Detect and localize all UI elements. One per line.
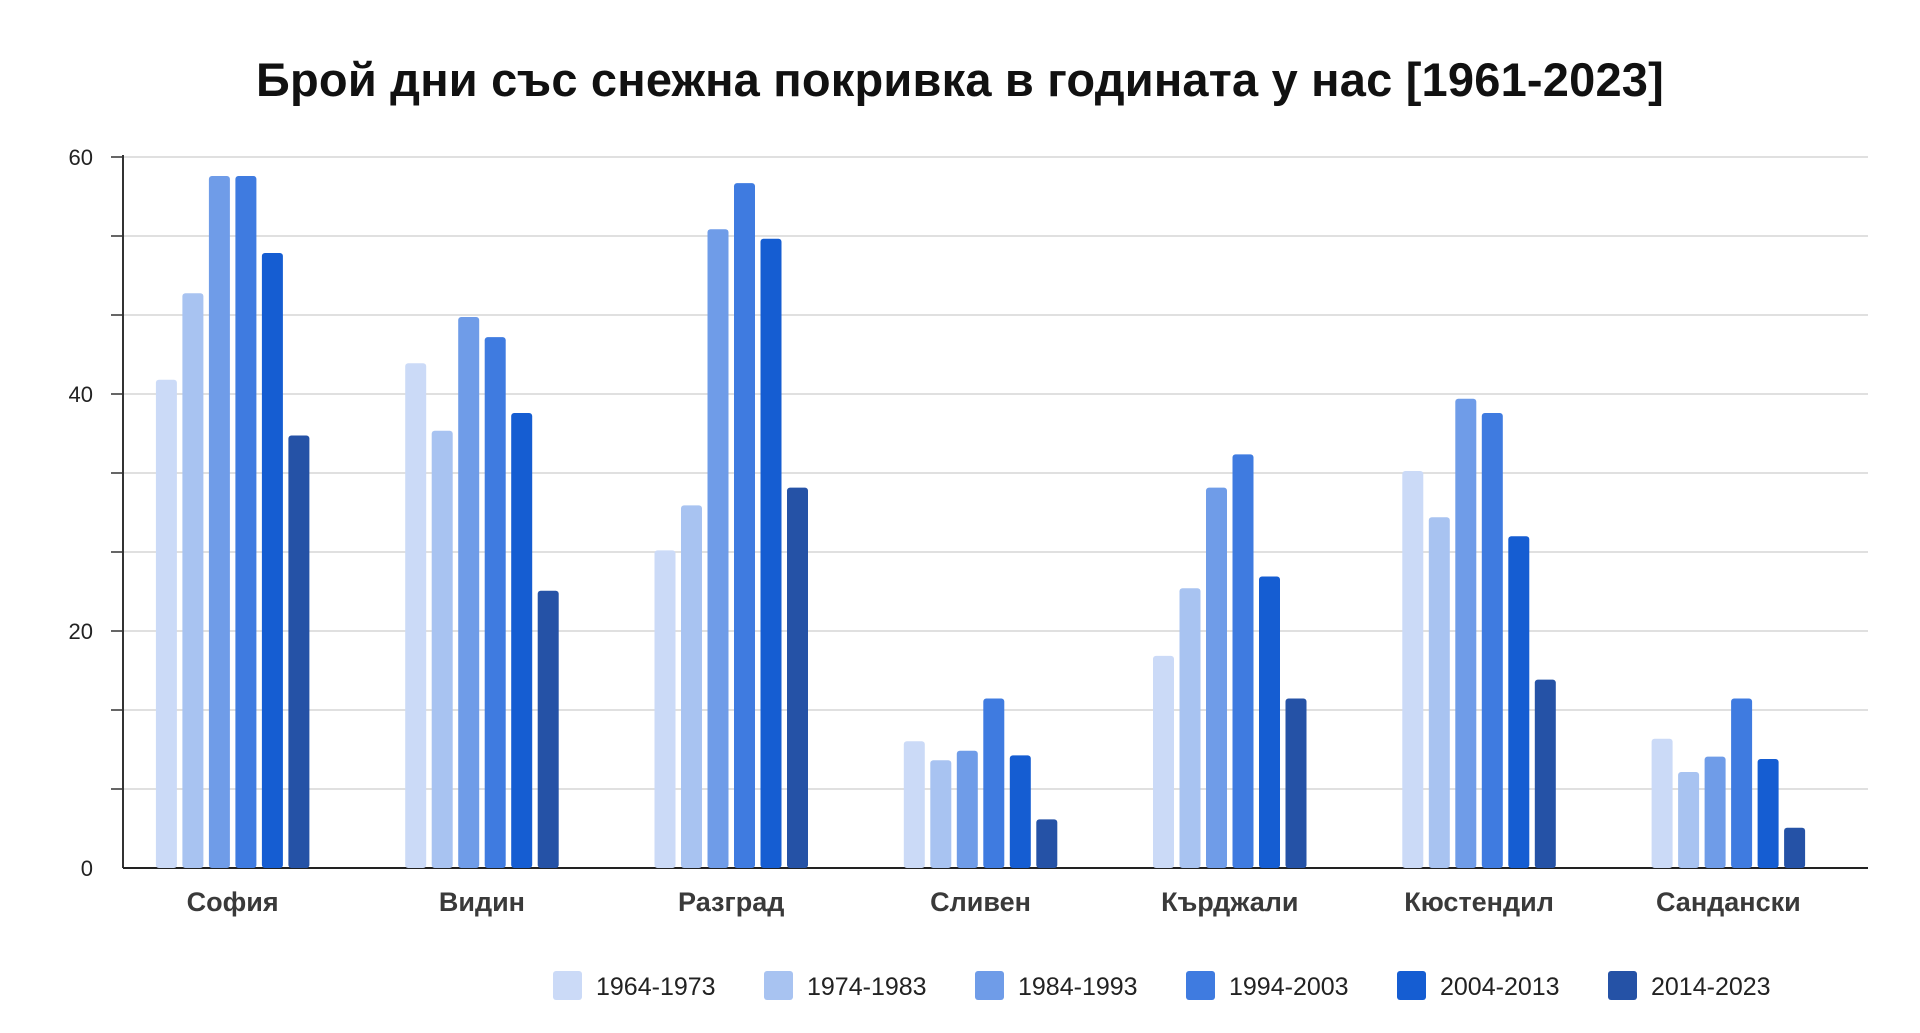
legend-label: 1994-2003 xyxy=(1229,973,1349,1001)
bar xyxy=(1481,413,1503,868)
x-tick-label: Кюстендил xyxy=(1404,887,1554,917)
bar xyxy=(734,183,755,869)
legend-label: 1974-1983 xyxy=(807,973,927,1001)
bar xyxy=(956,750,978,868)
x-tick-label: Кърджали xyxy=(1161,887,1298,917)
bar xyxy=(654,550,676,868)
bar xyxy=(681,505,702,868)
bar xyxy=(235,176,257,868)
y-tick-label: 20 xyxy=(69,619,93,644)
bar xyxy=(1534,679,1556,868)
bar xyxy=(405,363,427,868)
legend-swatch xyxy=(764,971,793,1000)
bar xyxy=(484,337,506,869)
bar xyxy=(1508,536,1530,868)
bar xyxy=(182,293,204,868)
y-tick-label: 40 xyxy=(69,382,93,407)
bar xyxy=(511,413,533,868)
bar xyxy=(1153,655,1174,868)
bar xyxy=(1704,756,1726,868)
bar xyxy=(760,238,782,869)
bar xyxy=(431,430,453,868)
bar xyxy=(537,590,559,868)
x-tick-label: Разград xyxy=(678,887,784,917)
x-tick-label: Сандански xyxy=(1656,887,1801,917)
bar xyxy=(1009,755,1031,868)
chart-title: Брой дни със снежна покривка в годината … xyxy=(256,53,1664,106)
bar xyxy=(787,487,808,868)
bar xyxy=(1678,772,1700,868)
legend-swatch xyxy=(553,971,582,1000)
x-tick-label: Видин xyxy=(439,887,525,917)
bar xyxy=(1285,698,1307,868)
bar xyxy=(1232,454,1254,868)
bar xyxy=(1428,517,1450,868)
bar xyxy=(1731,698,1753,868)
bar xyxy=(1036,819,1058,868)
legend-label: 2014-2023 xyxy=(1651,973,1771,1001)
x-tick-label: София xyxy=(187,887,279,917)
bar xyxy=(930,760,952,868)
bar xyxy=(1259,576,1280,868)
bar xyxy=(208,176,230,868)
legend-swatch xyxy=(975,971,1004,1000)
x-tick-label: Сливен xyxy=(930,887,1031,917)
legend-swatch xyxy=(1186,971,1215,1000)
legend-label: 2004-2013 xyxy=(1440,973,1560,1001)
bar xyxy=(1455,398,1477,868)
y-tick-label: 0 xyxy=(81,856,93,881)
bar xyxy=(983,698,1005,868)
bar xyxy=(1402,471,1424,868)
bar xyxy=(155,379,177,868)
bar xyxy=(707,229,729,869)
legend-swatch xyxy=(1608,971,1637,1000)
bar xyxy=(1784,827,1806,868)
legend-swatch xyxy=(1397,971,1426,1000)
bar xyxy=(1757,759,1779,868)
legend-label: 1964-1973 xyxy=(596,973,716,1001)
legend-label: 1984-1993 xyxy=(1018,973,1138,1001)
bar xyxy=(1179,588,1201,868)
bar xyxy=(261,253,283,868)
bar xyxy=(1206,487,1227,868)
bar xyxy=(288,435,310,868)
bar xyxy=(1651,738,1673,868)
bar xyxy=(458,317,480,868)
y-tick-label: 60 xyxy=(69,145,93,170)
bar xyxy=(903,741,925,868)
